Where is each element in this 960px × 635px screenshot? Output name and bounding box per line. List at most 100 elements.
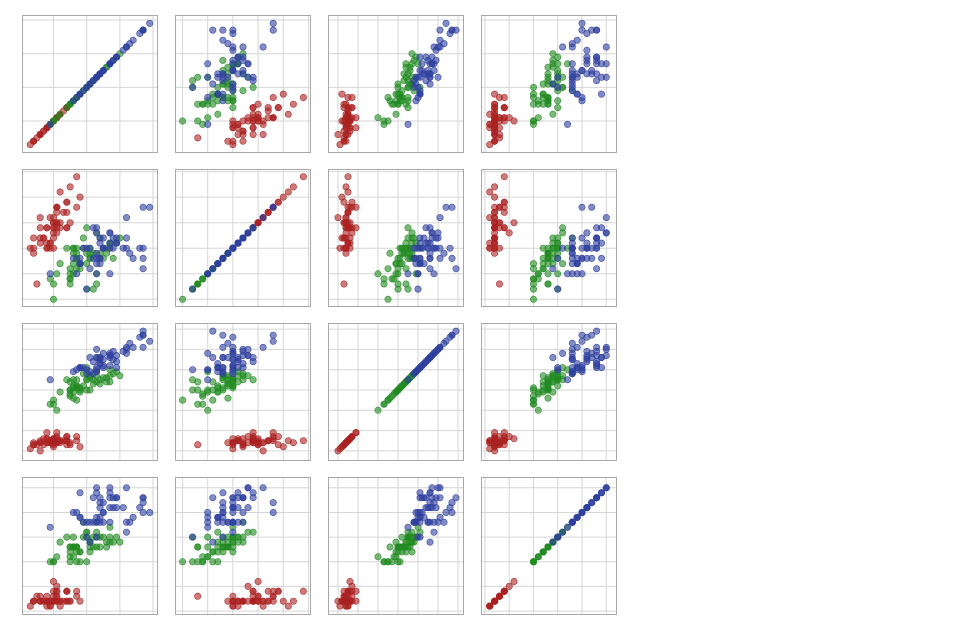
data-point-cluster-red (229, 592, 237, 600)
data-point-cluster-green (534, 406, 542, 414)
data-point-cluster-red (259, 131, 267, 139)
data-point-cluster-red (338, 90, 346, 98)
data-point-cluster-red (279, 597, 287, 605)
data-point-cluster-blue (229, 518, 237, 526)
data-point-cluster-blue (229, 87, 237, 95)
data-point-cluster-blue (424, 518, 432, 526)
data-point-cluster-blue (249, 224, 257, 232)
data-point-cluster-red (244, 439, 252, 447)
data-point-cluster-green (384, 295, 392, 303)
data-point-cluster-blue (113, 504, 121, 512)
data-point-cluster-blue (229, 66, 237, 74)
data-point-cluster-green (554, 270, 562, 278)
data-point-cluster-green (179, 396, 187, 404)
data-point-cluster-green (554, 60, 562, 68)
data-point-cluster-red (269, 429, 277, 437)
data-point-cluster-blue (204, 513, 212, 521)
data-point-cluster-blue (106, 244, 114, 252)
data-point-cluster-green (544, 543, 552, 551)
data-point-cluster-blue (224, 339, 232, 347)
data-point-cluster-blue (436, 214, 444, 222)
data-point-cluster-red (491, 229, 499, 237)
data-point-cluster-red (496, 280, 504, 288)
data-point-cluster-blue (239, 347, 247, 355)
data-point-cluster-red (73, 203, 81, 211)
data-point-cluster-red (66, 597, 74, 605)
data-point-cluster-blue (209, 538, 217, 546)
data-point-cluster-blue (204, 94, 212, 102)
data-point-cluster-blue (219, 489, 227, 497)
data-point-cluster-blue (244, 484, 252, 492)
data-point-cluster-green (529, 280, 537, 288)
data-point-cluster-blue (554, 83, 562, 91)
data-point-cluster-blue (219, 254, 227, 262)
data-point-cluster-green (73, 543, 81, 551)
data-point-cluster-red (229, 117, 237, 125)
data-point-cluster-blue (554, 533, 562, 541)
data-point-cluster-blue (430, 270, 438, 278)
data-point-cluster-green (394, 285, 402, 293)
data-point-cluster-red (274, 441, 282, 449)
plot-frame (481, 323, 617, 461)
data-point-cluster-green (194, 280, 202, 288)
data-point-cluster-blue (99, 362, 107, 370)
data-point-cluster-green (396, 384, 404, 392)
data-point-cluster-blue (404, 270, 412, 278)
data-point-cluster-blue (79, 87, 87, 95)
data-point-cluster-blue (568, 518, 576, 526)
subplot-petal_width-vs-sepal_width (175, 477, 311, 615)
data-point-cluster-blue (113, 364, 121, 372)
data-point-cluster-blue (73, 270, 81, 278)
data-point-cluster-blue (448, 331, 456, 339)
data-point-cluster-blue (93, 533, 101, 541)
data-point-cluster-green (554, 104, 562, 112)
data-point-cluster-green (384, 94, 392, 102)
data-point-cluster-green (194, 543, 202, 551)
data-point-cluster-blue (209, 327, 217, 335)
data-point-cluster-green (209, 100, 217, 108)
data-point-cluster-blue (554, 73, 562, 81)
plot-frame (22, 15, 158, 153)
data-point-cluster-green (209, 386, 217, 394)
pairplot-grid (22, 15, 662, 615)
data-point-cluster-blue (219, 331, 227, 339)
data-point-cluster-blue (448, 254, 456, 262)
data-point-cluster-red (249, 104, 257, 112)
data-point-cluster-red (63, 224, 71, 232)
data-point-cluster-blue (593, 244, 601, 252)
data-point-cluster-red (36, 131, 44, 139)
data-point-cluster-red (56, 188, 64, 196)
data-point-cluster-blue (234, 53, 242, 61)
plot-frame (481, 15, 617, 153)
data-point-cluster-blue (89, 224, 97, 232)
plot-frame (328, 323, 464, 461)
data-point-cluster-blue (239, 56, 247, 64)
data-point-cluster-red (500, 429, 508, 437)
data-point-cluster-blue (602, 43, 610, 51)
data-point-cluster-blue (123, 234, 131, 242)
data-point-cluster-blue (219, 73, 227, 81)
data-point-cluster-red (491, 100, 499, 108)
data-point-cluster-red (274, 104, 282, 112)
data-point-cluster-green (224, 380, 232, 388)
data-point-cluster-blue (229, 364, 237, 372)
data-point-cluster-blue (583, 60, 591, 68)
data-point-cluster-red (500, 224, 508, 232)
data-point-cluster-red (46, 239, 54, 247)
data-point-cluster-red (340, 198, 348, 206)
data-point-cluster-blue (146, 19, 154, 27)
data-point-cluster-red (352, 203, 360, 211)
data-point-cluster-blue (234, 70, 242, 78)
data-point-cluster-blue (189, 533, 197, 541)
data-point-cluster-blue (564, 376, 572, 384)
data-point-cluster-green (386, 543, 394, 551)
subplot-sepal_length-vs-petal_length (328, 15, 464, 153)
data-point-cluster-blue (129, 36, 137, 44)
data-point-cluster-red (249, 429, 257, 437)
data-point-cluster-green (49, 295, 57, 303)
data-point-cluster-green (388, 275, 396, 283)
data-point-cluster-green (529, 94, 537, 102)
data-point-cluster-blue (244, 229, 252, 237)
data-point-cluster-red (486, 141, 494, 149)
data-point-cluster-blue (79, 518, 87, 526)
